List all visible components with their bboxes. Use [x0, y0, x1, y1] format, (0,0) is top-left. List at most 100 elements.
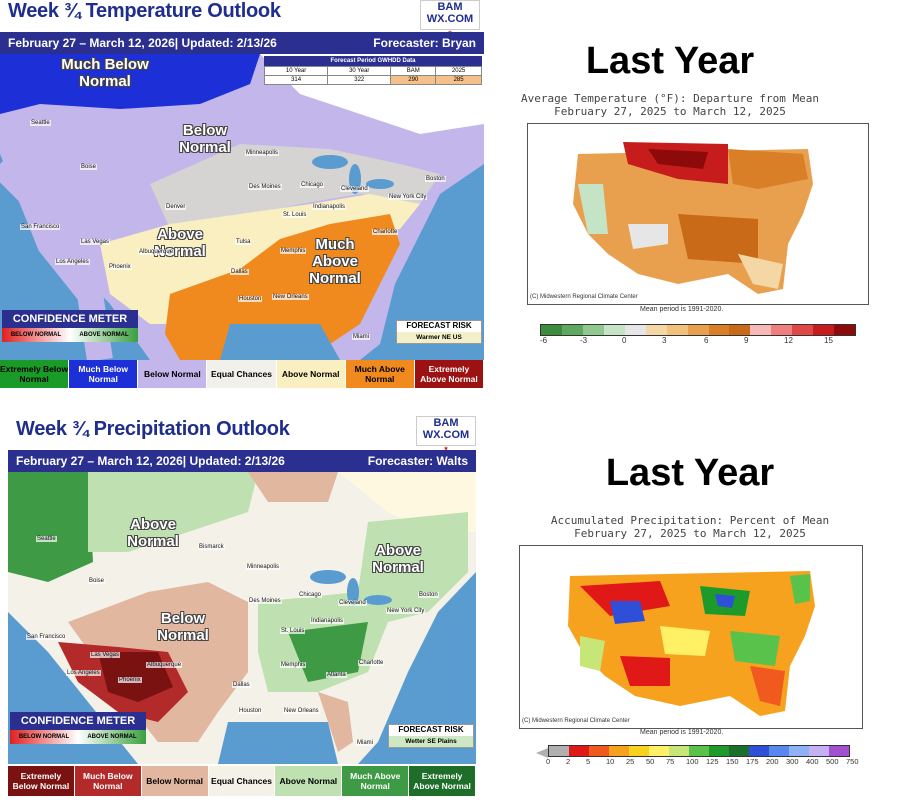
city-label: Miami — [352, 334, 370, 340]
legend-item: Extremely Above Normal — [409, 766, 477, 796]
legend-item: Much Below Normal — [69, 360, 139, 388]
colorbar-swatch — [769, 746, 789, 756]
colorbar-tick: 750 — [846, 757, 859, 766]
gwhdd-table: Forecast Period GWHDD Data 10 Year 30 Ye… — [263, 56, 482, 85]
colorbar-swatch — [624, 325, 646, 335]
colorbar-swatch — [771, 325, 793, 335]
city-label: Memphis — [280, 662, 307, 668]
city-label: Des Moines — [248, 184, 282, 190]
city-label: New York City — [386, 608, 426, 614]
city-label: Las Vegas — [90, 652, 121, 658]
map-label-above-west: Above Normal — [127, 516, 179, 550]
legend-item: Much Below Normal — [74, 766, 142, 796]
ly-temp-colorbar — [540, 324, 856, 336]
colorbar-tick: 175 — [746, 757, 759, 766]
city-label: Houston — [238, 708, 263, 714]
ly-temp-heading: Last Year — [585, 40, 755, 82]
city-label: Memphis — [280, 248, 307, 254]
colorbar-swatch — [729, 746, 749, 756]
city-label: Charlotte — [372, 229, 399, 235]
colorbar-swatch — [708, 325, 730, 335]
confidence-title: CONFIDENCE METER — [10, 712, 146, 730]
temp-map-svg — [0, 54, 484, 360]
confidence-bar: BELOW NORMAL ABOVE NORMAL — [10, 730, 146, 744]
map-label-above: Above Normal — [154, 226, 206, 260]
colorbar-swatch — [629, 746, 649, 756]
colorbar-tick: 15 — [824, 336, 833, 345]
colorbar-tick: 75 — [666, 757, 675, 766]
city-label: Seattle — [30, 120, 51, 126]
forecast-risk-title: FORECAST RISK — [406, 321, 472, 330]
temp-forecast-risk: FORECAST RISK Warmer NE US — [396, 320, 482, 344]
temp-legend: Extremely Below Normal Much Below Normal… — [0, 360, 484, 388]
gwhdd-header: Forecast Period GWHDD Data — [264, 56, 482, 66]
city-label: Denver — [165, 204, 187, 210]
ly-temp-credit: (C) Midwestern Regional Climate Center — [530, 294, 638, 300]
colorbar-tick: 3 — [662, 336, 667, 345]
colorbar-tick: 100 — [686, 757, 699, 766]
temp-date-bar: February 27 – March 12, 2026| Updated: 2… — [0, 32, 484, 54]
colorbar-tick: 400 — [806, 757, 819, 766]
temp-confidence-meter: CONFIDENCE METER BELOW NORMAL ABOVE NORM… — [2, 310, 138, 342]
city-label: St. Louis — [282, 212, 308, 218]
colorbar-tick: 9 — [744, 336, 749, 345]
legend-item: Extremely Below Normal — [0, 360, 70, 388]
map-label-below: Below Normal — [179, 122, 231, 156]
ly-temp-map: (C) Midwestern Regional Climate Center — [527, 123, 869, 305]
colorbar-tick: 10 — [606, 757, 615, 766]
confidence-title: CONFIDENCE METER — [2, 310, 138, 328]
colorbar-tick: -3 — [580, 336, 588, 345]
bam-logo-text: BAM WX.COM — [426, 1, 474, 25]
gwhdd-col: 10 Year — [263, 66, 329, 76]
gwhdd-val: 290 — [390, 75, 437, 85]
colorbar-tick: 0 — [622, 336, 627, 345]
city-label: Cleveland — [338, 600, 367, 606]
colorbar-tick: 2 — [566, 757, 571, 766]
legend-item: Above Normal — [275, 766, 343, 796]
colorbar-swatch — [549, 746, 569, 756]
legend-item: Much Above Normal — [345, 360, 415, 388]
ly-precip-subtitle: Accumulated Precipitation: Percent of Me… — [550, 514, 830, 527]
legend-item: Extremely Above Normal — [414, 360, 484, 388]
colorbar-swatch — [834, 325, 856, 335]
city-label: Charlotte — [358, 660, 385, 666]
colorbar-swatch — [750, 325, 772, 335]
colorbar-swatch — [649, 746, 669, 756]
city-label: Seattle — [36, 536, 57, 542]
colorbar-swatch — [789, 746, 809, 756]
colorbar-swatch — [687, 325, 709, 335]
city-label: Miami — [356, 740, 374, 746]
colorbar-swatch — [729, 325, 751, 335]
city-label: Albuquerque — [138, 249, 175, 255]
colorbar-swatch — [829, 746, 849, 756]
ly-precip-dates: February 27, 2025 to March 12, 2025 — [574, 527, 806, 540]
gwhdd-col: 30 Year — [327, 66, 392, 76]
gwhdd-val: 322 — [327, 75, 392, 85]
ly-temp-map-svg — [528, 124, 868, 304]
colorbar-tick: 200 — [766, 757, 779, 766]
colorbar-swatch — [689, 746, 709, 756]
city-label: Los Angeles — [55, 259, 90, 265]
colorbar-swatch — [582, 325, 604, 335]
gwhdd-val: 314 — [263, 75, 329, 85]
ly-precip-colorbar-ticks: 0 2 5 10 25 50 75 100 125 150 175 200 300 400 500 750 — [546, 757, 868, 769]
colorbar-swatch — [749, 746, 769, 756]
map-label-above-east: Above Normal — [372, 542, 424, 576]
colorbar-swatch — [541, 325, 562, 335]
ly-temp-colorbar-ticks: -6 -3 0 3 6 9 12 15 — [540, 336, 854, 348]
city-label: Los Angeles — [66, 670, 101, 676]
map-label-below: Below Normal — [157, 610, 209, 644]
city-label: St. Louis — [280, 628, 306, 634]
legend-item: Extremely Below Normal — [8, 766, 75, 796]
city-label: Albuquerque — [146, 662, 183, 668]
city-label: New York City — [388, 194, 428, 200]
bam-logo: BAM WX.COM★ — [420, 0, 480, 36]
colorbar-tick: 25 — [626, 757, 635, 766]
temp-forecaster: Forecaster: Bryan — [373, 36, 476, 50]
legend-item: Below Normal — [138, 360, 208, 388]
colorbar-swatch — [603, 325, 625, 335]
colorbar-tick: 6 — [704, 336, 709, 345]
city-label: Minneapolis — [245, 150, 280, 156]
gwhdd-val: 285 — [435, 75, 482, 85]
city-label: Houston — [238, 296, 263, 302]
